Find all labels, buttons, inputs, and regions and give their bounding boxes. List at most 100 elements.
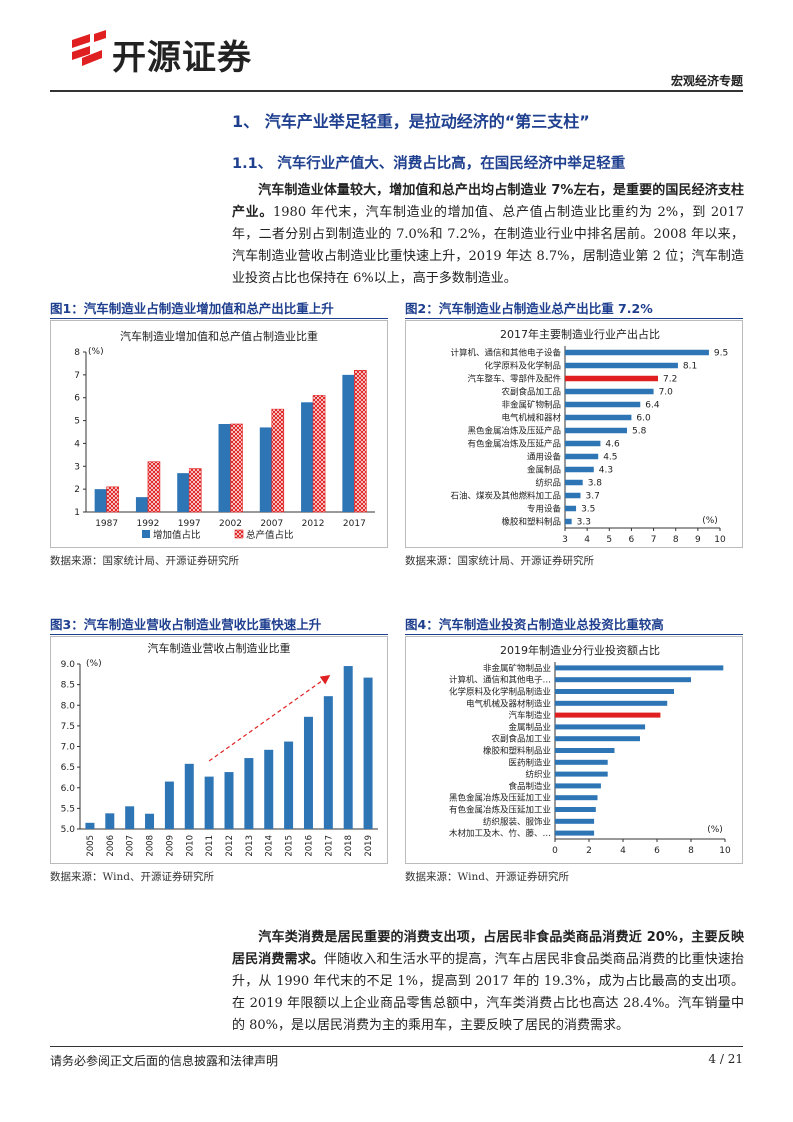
category-label: 黑色金属冶炼及压延产品 (467, 426, 561, 437)
paragraph-2: 汽车类消费是居民重要的消费支出项，占居民非食品类商品消费近 20%，主要反映居民… (232, 927, 744, 1037)
y-tick-label: 8.5 (61, 681, 75, 691)
bar-value-added (301, 402, 314, 512)
category-label: 纺织品 (535, 478, 561, 489)
chart-title: 2017年主要制造业行业产出占比 (500, 327, 660, 341)
bar (204, 776, 214, 829)
y-tick-label: 1 (74, 508, 80, 518)
x-tick-label: 2017 (324, 835, 334, 857)
bar-value-label: 4.5 (603, 453, 617, 463)
footer-disclaimer: 请务必参阅正文后面的信息披露和法律声明 (50, 1054, 279, 1068)
bar (565, 362, 678, 369)
x-tick-label: 2015 (285, 835, 295, 857)
bar-value-label: 9.5 (714, 349, 728, 359)
bar (303, 716, 313, 829)
bar (565, 388, 654, 395)
bar (555, 736, 640, 742)
category-label: 专用设备 (527, 504, 562, 515)
figure-2-rule (405, 318, 743, 319)
figure-4-title: 图4：汽车制造业投资占制造业总投资比重较高 (405, 617, 664, 632)
bar-value-label: 5.8 (632, 427, 647, 437)
y-tick-label: 8.0 (61, 701, 76, 711)
paragraph-1-body: 1980 年代末，汽车制造业的增加值、总产值占制造业比重约为 2%，到 2017… (232, 205, 744, 286)
bar-value-added (259, 427, 272, 512)
bar-total-output (147, 461, 161, 513)
x-tick-label: 8 (673, 535, 679, 545)
trend-arrow (208, 674, 331, 762)
x-tick-label: 6 (629, 535, 635, 545)
document-type: 宏观经济专题 (670, 74, 743, 88)
bar-value-label: 3.3 (577, 518, 591, 528)
bar-value-label: 7.2 (663, 375, 677, 385)
legend-label-total-output: 总产值占比 (246, 529, 294, 541)
bar-value-added (177, 473, 190, 512)
category-label: 汽车制造业 (508, 710, 551, 721)
category-label: 金属制品业 (508, 722, 551, 733)
bar-value-added (342, 374, 355, 512)
category-label: 橡胶和塑料制品 (501, 517, 561, 528)
bar (555, 818, 595, 824)
paragraph-1: 汽车制造业体量较大，增加值和总产出均占制造业 7%左右，是重要的国民经济支柱产业… (232, 180, 744, 290)
page-number: 4 / 21 (708, 1052, 743, 1066)
subsection-heading: 1.1、 汽车行业产值大、消费占比高，在国民经济中举足轻重 (232, 156, 626, 172)
category-label: 木材加工及木、竹、藤、… (449, 828, 551, 839)
figure-1-chart: 汽车制造业增加值和总产值占制造业比重 (%) 1 2 3 4 5 6 7 8 1987 1992 199… (50, 320, 388, 548)
bar (565, 414, 632, 421)
figure-3-chart: 汽车制造业营收占制造业比重 (%) 5.0 5.5 6.0 6.5 7.0 7.5 8.0 8.5… (50, 636, 388, 864)
category-label: 化学原料及化学制品 (484, 361, 561, 372)
bar-value-label: 4.6 (605, 440, 620, 450)
paragraph-2-body: 伴随收入和生活水平的提高，汽车占居民非食品类商品消费的比重快速抬升，从 1990… (232, 952, 744, 1033)
bar (565, 440, 601, 447)
bar (565, 466, 594, 473)
unit-label: (%) (86, 659, 102, 669)
bar (555, 748, 615, 753)
bar (343, 666, 353, 829)
bar (184, 763, 194, 829)
x-tick-label: 4 (620, 846, 626, 856)
category-label: 医药制造业 (508, 757, 551, 768)
x-tick-label: 0 (552, 846, 558, 856)
x-tick-label: 2012 (302, 519, 325, 529)
x-tick-label: 10 (714, 535, 726, 545)
figure-2-source: 数据来源：国家统计局、开源证券研究所 (405, 555, 594, 567)
company-logo-text: 开源证券 (112, 38, 252, 78)
figure-1-source: 数据来源：国家统计局、开源证券研究所 (50, 555, 239, 567)
x-tick-label: 9 (695, 535, 701, 545)
bar (565, 427, 627, 434)
category-label: 计算机、通信和其他电子… (449, 675, 551, 686)
x-tick-label: 2010 (185, 835, 195, 857)
category-label: 黑色金属冶炼及压延加工业 (449, 793, 551, 804)
logo-icon (72, 30, 106, 66)
y-tick-label: 7.0 (61, 743, 76, 753)
bar (244, 758, 254, 829)
x-tick-label: 2006 (106, 835, 116, 857)
category-label: 金属制品 (527, 465, 561, 476)
figure-4-source: 数据来源：Wind、开源证券研究所 (405, 871, 569, 883)
x-tick-label: 2007 (260, 519, 283, 529)
figure-1-title: 图1：汽车制造业占制造业增加值和总产出比重上升 (50, 301, 334, 316)
x-tick-label: 2 (586, 846, 592, 856)
footer-divider (50, 1046, 743, 1047)
category-label: 非金属矿物制品业 (483, 663, 551, 674)
chart-title: 2019年制造业分行业投资额占比 (500, 643, 660, 657)
x-tick-label: 2009 (165, 835, 175, 857)
category-label: 化学原料及化学制品制造业 (449, 687, 551, 698)
bar (555, 795, 598, 801)
x-tick-label: 2019 (364, 835, 374, 857)
x-tick-label: 5 (606, 535, 612, 545)
y-tick-label: 5.5 (61, 804, 75, 814)
y-tick-label: 5 (74, 417, 80, 427)
bar-total-output (354, 369, 367, 513)
bar-total-output (188, 468, 202, 513)
legend-label-value-added: 增加值占比 (153, 529, 201, 541)
figure-1-rule (50, 318, 388, 319)
bar-value-label: 3.7 (586, 492, 600, 502)
paragraph-2-lead: 汽车类消费是居民重要的消费支出项，占居民非食品类商品消费近 20%，主要反映居民… (232, 930, 744, 967)
bar (565, 505, 577, 512)
bar (363, 677, 373, 829)
bar (323, 696, 333, 829)
bar-total-output (271, 408, 285, 513)
x-tick-label: 2011 (205, 835, 215, 857)
x-tick-label: 3 (562, 535, 568, 545)
x-tick-label: 2014 (265, 835, 275, 857)
